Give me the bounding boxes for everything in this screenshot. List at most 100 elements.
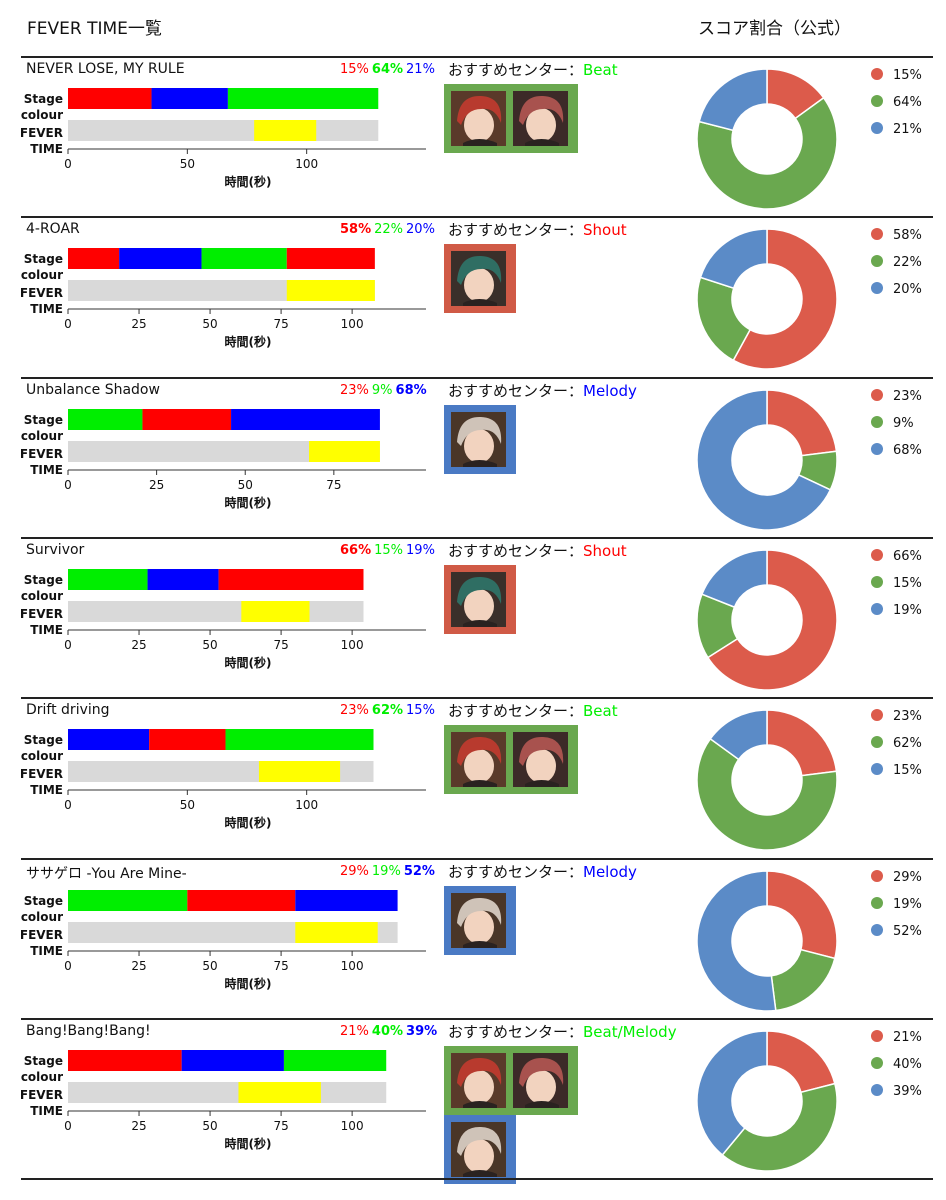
legend-dot: [871, 122, 883, 134]
legend-item: 29%: [871, 870, 922, 885]
legend-item: 15%: [871, 576, 922, 591]
colour-label: colour: [21, 429, 63, 443]
legend-item: 15%: [871, 763, 922, 778]
timeline-chart-wrap: Stage colour FEVER TIME 0 25 50 75 100 時間(秒): [20, 1042, 441, 1181]
legend-dot: [871, 736, 883, 748]
legend-item: 58%: [871, 228, 922, 243]
stage-segment-blue: [68, 729, 150, 750]
legend-dot: [871, 255, 883, 267]
timeline-chart-wrap: Stage colour FEVER TIME 0 25 50 75 100 時間(秒): [20, 240, 441, 379]
beat-percent: 9%: [371, 383, 393, 398]
shout-slice: [706, 549, 838, 691]
stage-segment-blue: [181, 1050, 284, 1071]
colour-label: colour: [21, 589, 63, 603]
fever-time-bar: [254, 120, 317, 141]
shout-slice: [766, 709, 838, 777]
stage-segment-red: [149, 729, 226, 750]
legend-value: 9%: [893, 416, 914, 431]
recommended-center: おすすめセンター：Shout: [448, 219, 627, 240]
time-label: TIME: [30, 302, 63, 316]
melody-slice: [696, 1030, 768, 1156]
score-donut-chart: [696, 389, 838, 531]
legend-dot: [871, 709, 883, 721]
x-tick-label: 50: [238, 478, 253, 492]
stage-label: Stage: [24, 413, 63, 427]
beat-slice: [770, 948, 836, 1012]
portrait-frame: [444, 1046, 578, 1115]
x-tick-label: 50: [202, 317, 217, 331]
x-tick-label: 50: [202, 638, 217, 652]
score-percentages: 23% 62% 15%: [337, 703, 435, 718]
x-tick-label: 50: [202, 959, 217, 973]
x-tick-label: 25: [131, 1119, 146, 1133]
legend-value: 39%: [893, 1084, 922, 1099]
colour-label: colour: [21, 108, 63, 122]
stage-segment-green: [201, 248, 287, 269]
x-tick-label: 75: [273, 317, 288, 331]
stage-label: Stage: [24, 573, 63, 587]
melody-slice: [698, 68, 768, 132]
center-label: おすすめセンター：: [448, 1023, 584, 1041]
legend-dot: [871, 443, 883, 455]
x-tick-label: 0: [64, 959, 72, 973]
legend-value: 21%: [893, 122, 922, 137]
center-type: Melody: [583, 382, 637, 400]
stage-segment-blue: [147, 569, 219, 590]
legend-value: 29%: [893, 870, 922, 885]
fever-label: FEVER: [21, 1088, 63, 1102]
x-tick-label: 50: [202, 1119, 217, 1133]
legend-item: 62%: [871, 736, 922, 751]
x-axis-label: 時間(秒): [225, 174, 272, 189]
portrait-frame: [444, 565, 516, 634]
stage-segment-blue: [119, 248, 202, 269]
legend-value: 20%: [893, 282, 922, 297]
fever-time-bar: [295, 922, 378, 943]
song-row: 4-ROAR 58% 22% 20% おすすめセンター：Shout Stage colour…: [20, 216, 933, 379]
song-title: Unbalance Shadow: [26, 382, 160, 398]
shout-slice: [766, 1030, 836, 1094]
fever-label: FEVER: [21, 447, 63, 461]
score-percentages: 29% 19% 52%: [337, 864, 435, 879]
center-label: おすすめセンター：: [448, 221, 584, 239]
stage-segment-green: [227, 88, 379, 109]
recommended-center: おすすめセンター：Beat: [448, 59, 618, 80]
x-tick-label: 0: [64, 157, 72, 171]
legend-item: 40%: [871, 1057, 922, 1072]
score-ratio-title: スコア割合（公式）: [698, 19, 851, 39]
portrait-frame: [444, 244, 516, 313]
legend-dot: [871, 282, 883, 294]
beat-percent: 62%: [371, 703, 404, 718]
legend-dot: [871, 897, 883, 909]
donut-wrap: [692, 224, 842, 378]
stage-label: Stage: [24, 894, 63, 908]
song-title: Drift driving: [26, 702, 110, 718]
x-tick-label: 25: [131, 959, 146, 973]
red-hair-portrait: [451, 1053, 506, 1108]
x-axis-label: 時間(秒): [225, 1136, 272, 1151]
melody-slice: [700, 549, 768, 609]
pink-hair-portrait: [513, 1053, 568, 1108]
legend-item: 19%: [871, 603, 922, 618]
song-length-bar: [68, 120, 379, 141]
legend-item: 15%: [871, 68, 922, 83]
stage-segment-blue: [295, 890, 398, 911]
legend-value: 64%: [893, 95, 922, 110]
x-axis-label: 時間(秒): [225, 334, 272, 349]
beat-slice: [696, 737, 838, 851]
stage-segment-green: [68, 890, 188, 911]
x-tick-label: 100: [295, 798, 318, 812]
x-tick-label: 0: [64, 638, 72, 652]
time-label: TIME: [30, 463, 63, 477]
center-type: Shout: [583, 221, 627, 239]
portrait-frame: [444, 725, 578, 794]
x-tick-label: 0: [64, 1119, 72, 1133]
page-title: FEVER TIME一覧: [27, 19, 162, 39]
stage-segment-red: [68, 1050, 182, 1071]
song-title: NEVER LOSE, MY RULE: [26, 61, 185, 77]
legend-item: 22%: [871, 255, 922, 270]
x-tick-label: 25: [131, 317, 146, 331]
legend-dot: [871, 228, 883, 240]
song-row: NEVER LOSE, MY RULE 15% 64% 21% おすすめセンター：Bea…: [20, 56, 933, 218]
stage-segment-green: [68, 409, 143, 430]
song-title: ササゲロ -You Are Mine-: [26, 866, 187, 882]
